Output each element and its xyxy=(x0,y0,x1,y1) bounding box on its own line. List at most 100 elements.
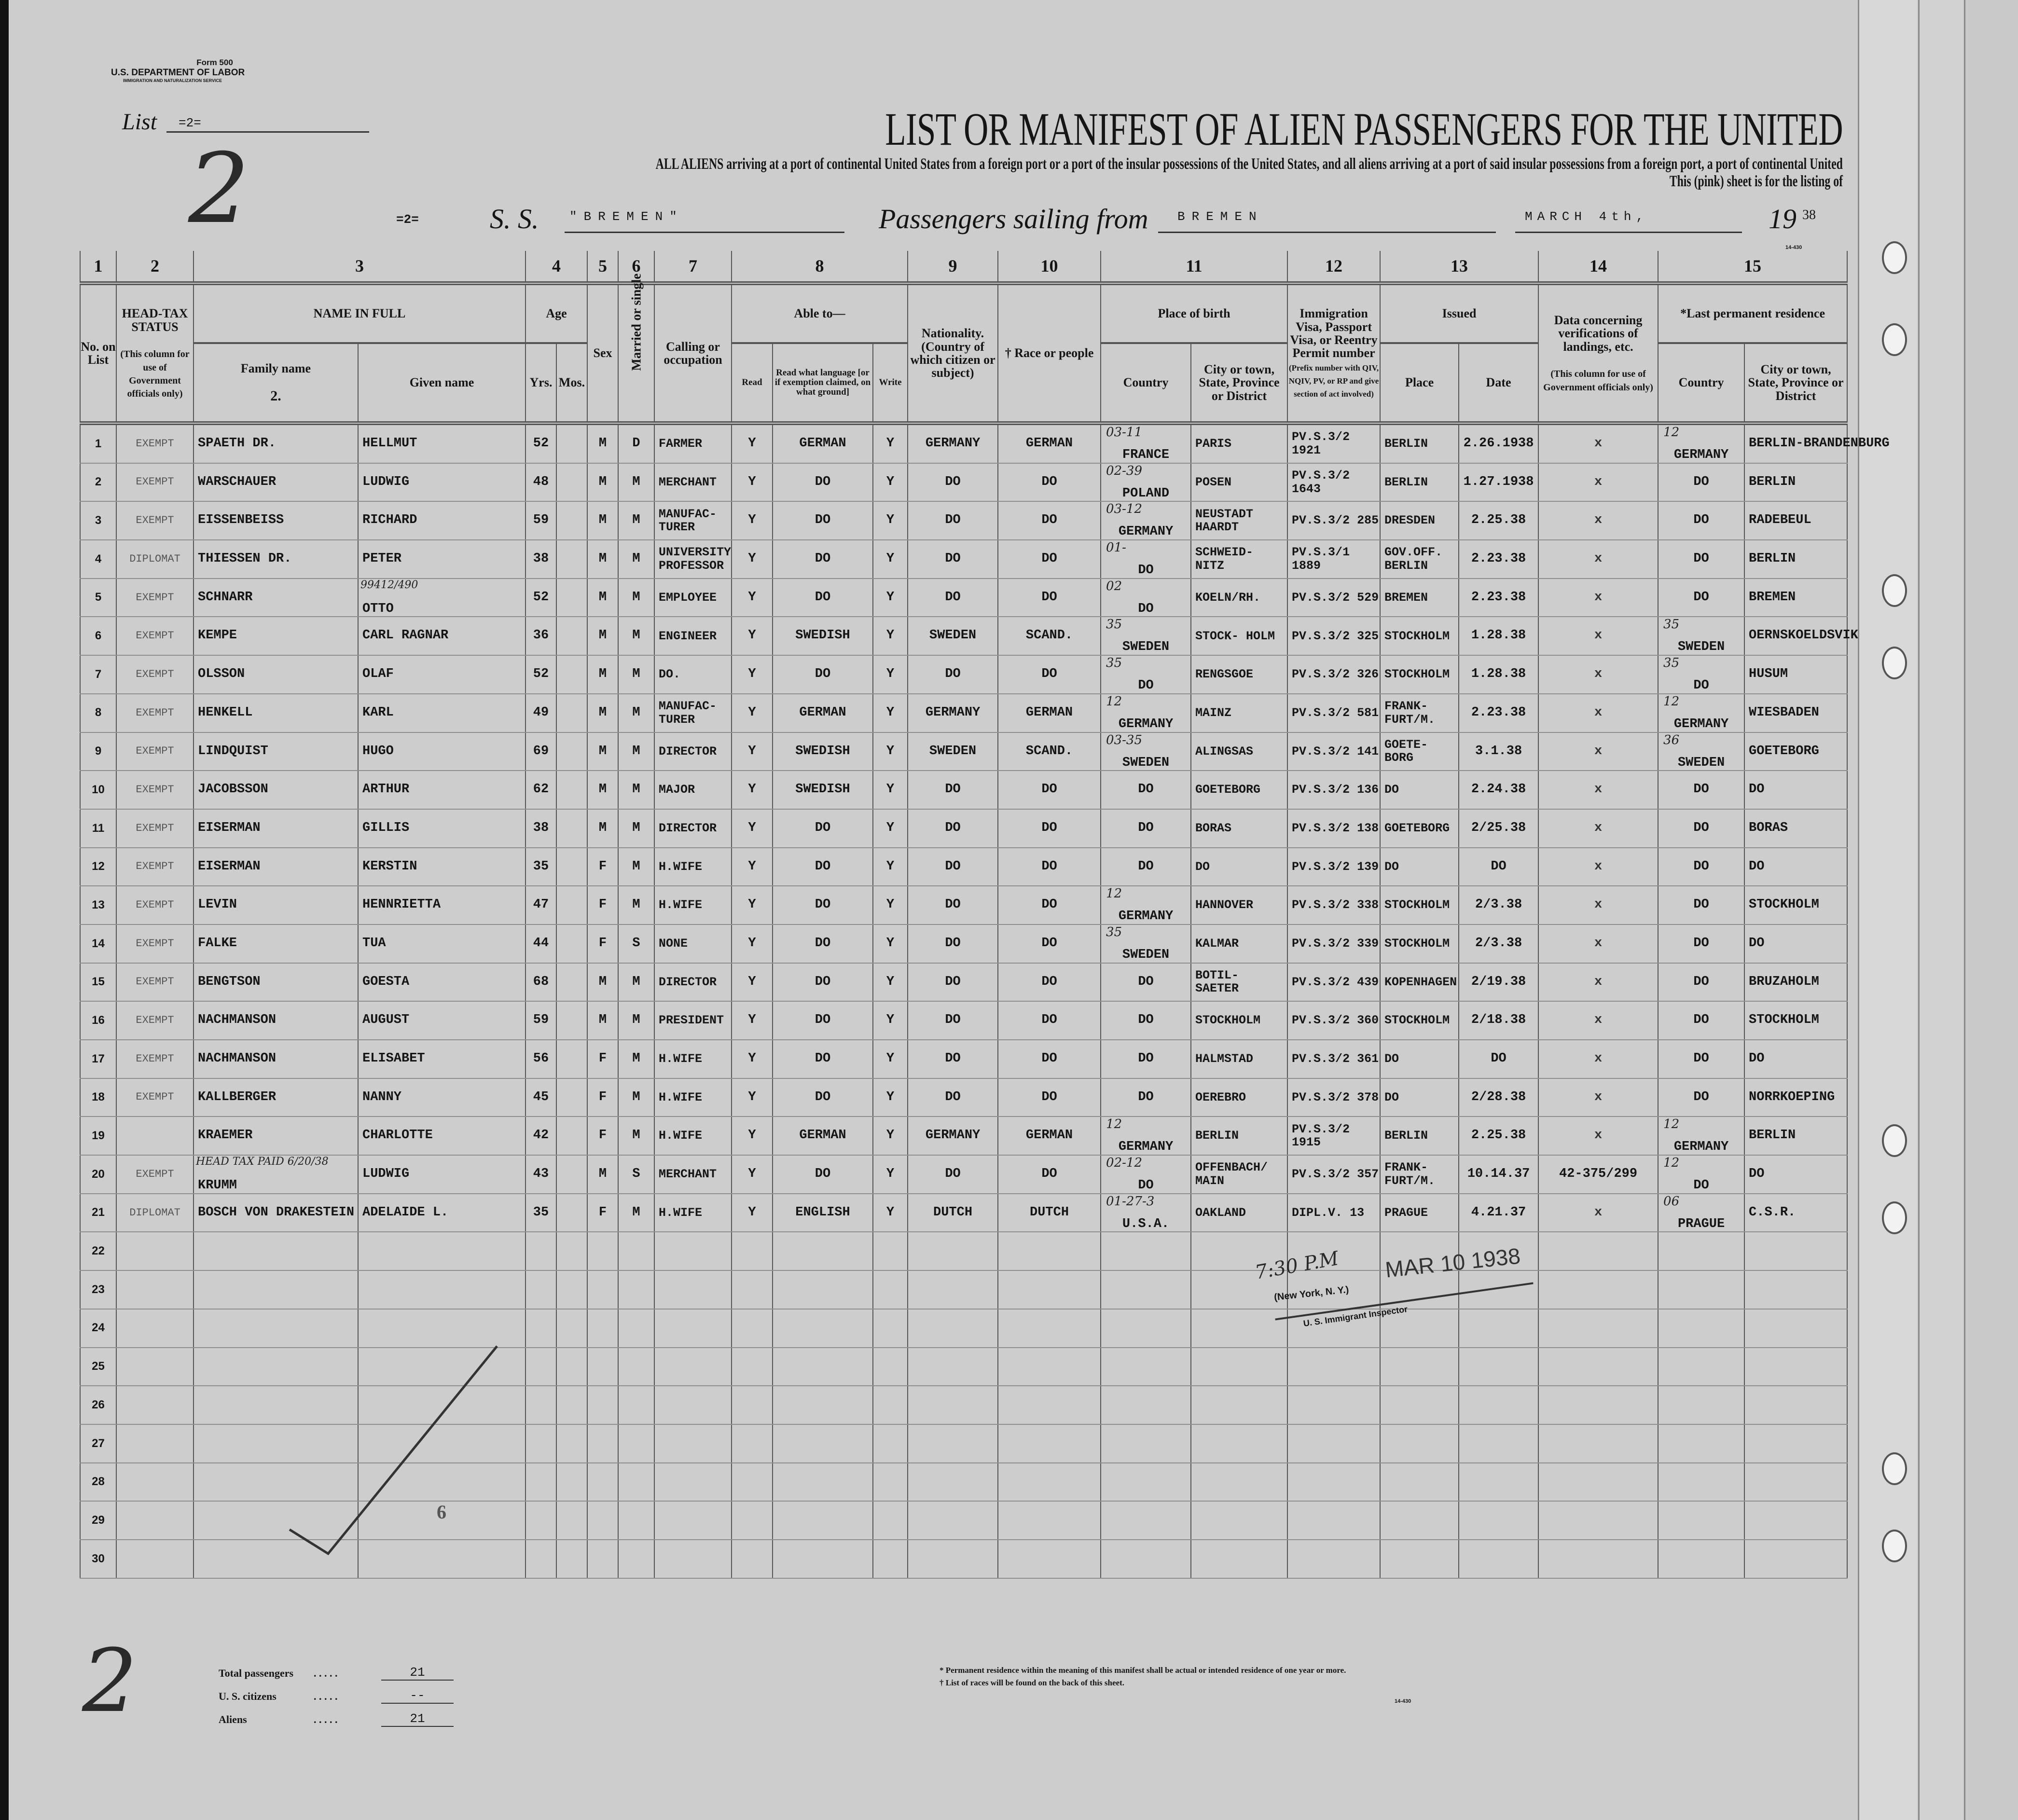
empty-cell xyxy=(1458,1232,1539,1271)
empty-cell xyxy=(1744,1462,1848,1502)
row-number: 1 xyxy=(80,423,117,464)
sex-text: F xyxy=(598,859,607,874)
can-write: Y xyxy=(872,423,909,464)
can-read-text: Y xyxy=(748,1167,756,1182)
residence-city: STOCKHOLM xyxy=(1744,1001,1848,1040)
sex-text: M xyxy=(598,1013,607,1028)
residence-city: DO xyxy=(1744,771,1848,810)
occupation: PRESIDENT xyxy=(654,1001,732,1040)
family-name: EISERMAN xyxy=(193,847,359,887)
visa-number: PV.S.3/2 141 xyxy=(1287,732,1381,772)
issued-date: 1.28.38 xyxy=(1458,617,1539,656)
empty-cell xyxy=(193,1347,359,1387)
scan-edge xyxy=(0,0,9,1820)
row-number-text: 12 xyxy=(92,860,105,873)
manifest-table: 1 2 3 4 5 6 7 8 9 10 11 12 13 14 15 No. … xyxy=(80,251,1890,1579)
sailing-date: MARCH 4th, xyxy=(1525,209,1649,224)
visa-number-text: PV.S.3/2 378 xyxy=(1292,1090,1379,1104)
head-tax-status: EXEMPT xyxy=(116,463,194,502)
empty-cell xyxy=(525,1462,557,1502)
read-language: GERMAN xyxy=(772,1117,873,1156)
empty-cell xyxy=(772,1424,873,1463)
residence-city: BREMEN xyxy=(1744,578,1848,618)
race: GERMAN xyxy=(997,1117,1102,1156)
handwritten-mark: 2 xyxy=(82,1631,138,1732)
residence-city: NORRKOEPING xyxy=(1744,1078,1848,1117)
sex: F xyxy=(587,847,619,887)
nationality-text: DO xyxy=(945,1167,961,1182)
nationality: DO xyxy=(907,886,999,925)
binder-hole xyxy=(1882,241,1907,274)
race: DO xyxy=(997,1078,1102,1117)
empty-cell xyxy=(1744,1232,1848,1271)
age-years-text: 52 xyxy=(533,436,549,451)
empty-cell xyxy=(907,1501,999,1540)
sex: M xyxy=(587,423,619,464)
given-name-text: NANNY xyxy=(362,1089,402,1104)
can-read: Y xyxy=(731,655,773,694)
head-tax-status-text: EXEMPT xyxy=(136,437,174,450)
list-label: List xyxy=(122,109,157,135)
column-number: 4 xyxy=(525,251,588,285)
header-sex: Sex xyxy=(587,283,619,425)
birth-country-text: SWEDEN xyxy=(1122,755,1170,770)
date-underline xyxy=(1515,232,1742,233)
empty-cell xyxy=(1658,1424,1745,1463)
empty-cell xyxy=(1744,1539,1848,1579)
read-language: DO xyxy=(772,1078,873,1117)
header-given-name: Given name xyxy=(358,343,526,425)
row-number-text: 14 xyxy=(92,937,105,950)
page-number: 6 xyxy=(437,1501,446,1523)
birth-country: DO 35 xyxy=(1100,655,1192,694)
empty-cell xyxy=(872,1270,909,1310)
occupation: H.WIFE xyxy=(654,1117,732,1156)
marital-status: M xyxy=(618,540,655,579)
birth-city: POSEN xyxy=(1190,463,1288,502)
residence-city-text: GOETEBORG xyxy=(1749,744,1819,758)
occupation: MANUFAC- TURER xyxy=(654,501,732,541)
sex-text: M xyxy=(598,1167,607,1182)
passenger-row: 15 EXEMPT BENGTSON GOESTA 68 M M DIRECTOR Y DO Y DO… xyxy=(80,963,1848,1002)
page-stack-edge xyxy=(1964,0,2018,1820)
occupation-text: H.WIFE xyxy=(659,898,703,912)
birth-country: DO 02 xyxy=(1100,578,1192,618)
read-language: DO xyxy=(772,1040,873,1079)
residence-country-text: GERMANY xyxy=(1673,717,1729,731)
birth-city: KALMAR xyxy=(1190,924,1288,964)
residence-country: SWEDEN 36 xyxy=(1658,732,1745,772)
can-read: Y xyxy=(731,617,773,656)
issued-place: STOCKHOLM xyxy=(1380,655,1460,694)
empty-cell xyxy=(1190,1232,1288,1271)
row-number: 17 xyxy=(80,1040,117,1079)
empty-cell xyxy=(907,1424,999,1463)
occupation-text: UNIVERSITY PROFESSOR xyxy=(659,545,732,573)
age-years: 52 xyxy=(525,423,557,464)
birth-city-text: HANNOVER xyxy=(1195,898,1254,912)
given-name-text: ADELAIDE L. xyxy=(362,1205,449,1220)
birth-city-text: BORAS xyxy=(1195,821,1232,835)
empty-cell xyxy=(1380,1309,1460,1348)
issued-date-text: 2.23.38 xyxy=(1471,590,1526,605)
marital-status-text: M xyxy=(632,667,640,682)
issued-date: 1.27.1938 xyxy=(1458,463,1539,502)
head-tax-status: EXEMPT xyxy=(116,963,194,1002)
ss-label: S. S. xyxy=(490,203,539,234)
nationality: GERMANY xyxy=(907,423,999,464)
occupation-text: EMPLOYEE xyxy=(659,590,717,605)
handwritten-annotation: 35 xyxy=(1663,617,1680,632)
empty-cell xyxy=(618,1424,655,1463)
empty-cell xyxy=(1458,1424,1539,1463)
birth-city: HALMSTAD xyxy=(1190,1040,1288,1079)
verification-text: x xyxy=(1594,474,1603,489)
header-race: † Race or people xyxy=(997,283,1102,425)
age-months xyxy=(556,540,588,579)
issued-place-text: STOCKHOLM xyxy=(1384,898,1450,912)
read-language: DO xyxy=(772,886,873,925)
column-number: 5 xyxy=(587,251,619,285)
empty-cell xyxy=(1658,1270,1745,1310)
nationality: DO xyxy=(907,540,999,579)
visa-number-text: DIPL.V. 13 xyxy=(1292,1205,1365,1220)
nationality: DO xyxy=(907,578,999,618)
read-language-text: SWEDISH xyxy=(795,782,850,797)
can-read-text: Y xyxy=(748,667,756,682)
